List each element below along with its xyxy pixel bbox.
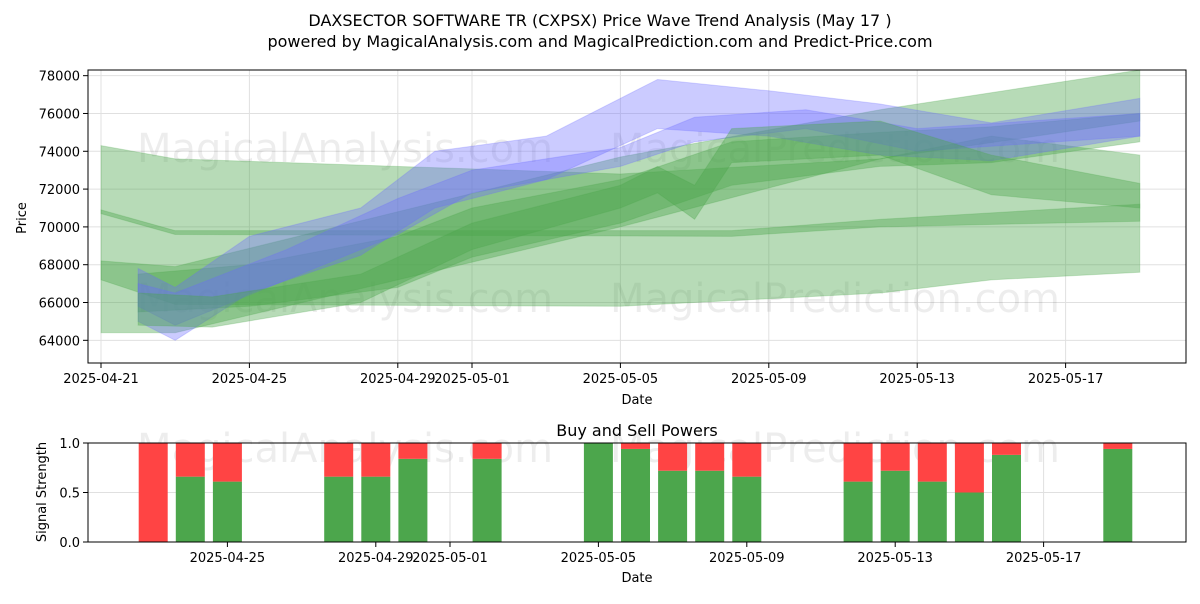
chart-title-line1: DAXSECTOR SOFTWARE TR (CXPSX) Price Wave… — [308, 11, 891, 30]
sell-power-bar — [732, 443, 762, 477]
price-y-ticks: 64000 66000 68000 70000 72000 74000 76000 78000 — [39, 70, 88, 349]
buy-power-bar — [917, 481, 947, 542]
sell-power-bar — [175, 443, 205, 477]
price-wave-band-4 — [137, 112, 1141, 313]
watermark-prediction-top: MagicalPrediction.com — [610, 126, 1060, 172]
price-y-tick-label: 66000 — [39, 297, 80, 312]
buy-power-bar — [583, 443, 613, 542]
buy-power-bar — [992, 454, 1021, 542]
power-x-tick-label: 2025-05-05 — [561, 551, 637, 566]
sell-power-bar — [992, 443, 1021, 455]
price-y-tick-label: 72000 — [39, 183, 80, 198]
sell-power-bar — [880, 443, 910, 471]
power-y-tick-label: 0.5 — [59, 487, 80, 502]
buy-power-bar — [880, 470, 910, 542]
buy-power-bar — [621, 448, 650, 542]
buy-power-bar — [398, 458, 428, 542]
price-x-tick-label: 2025-04-29 — [360, 372, 436, 387]
buy-power-bar — [658, 470, 688, 542]
price-x-tick-label: 2025-04-21 — [63, 372, 139, 387]
power-bars — [138, 443, 1133, 542]
power-x-tick-label: 2025-05-17 — [1006, 551, 1082, 566]
sell-power-bar — [398, 443, 428, 459]
price-y-tick-label: 74000 — [39, 145, 80, 160]
price-wave-band-6 — [137, 109, 1141, 326]
price-y-tick-label: 78000 — [39, 70, 80, 85]
price-x-ticks: 2025-04-21 2025-04-25 2025-04-292025-05-01… — [63, 363, 1103, 387]
price-bands — [100, 69, 1141, 341]
buy-power-bar — [324, 476, 354, 542]
price-y-tick-label: 70000 — [39, 221, 80, 236]
sell-power-bar — [472, 443, 502, 459]
buy-power-bar — [361, 476, 391, 542]
buy-power-bar — [954, 492, 984, 542]
sell-power-bar — [1103, 443, 1133, 449]
price-wave-band-5 — [137, 78, 1141, 341]
price-y-tick-label: 76000 — [39, 107, 80, 122]
power-x-tick-label: 2025-04-29 — [338, 551, 414, 566]
sell-power-bar — [138, 443, 168, 542]
sell-power-bar — [843, 443, 873, 482]
power-y-tick-label: 0.0 — [59, 536, 80, 551]
power-y-tick-label: 1.0 — [59, 437, 80, 452]
price-x-axis-label: Date — [621, 393, 652, 408]
sell-power-bar — [621, 443, 650, 449]
buy-power-bar — [732, 476, 762, 542]
sell-power-bar — [212, 443, 242, 482]
price-wave-band-2 — [100, 203, 1141, 237]
price-y-tick-label: 64000 — [39, 334, 80, 349]
sell-power-bar — [695, 443, 725, 471]
buy-power-bar — [212, 481, 242, 542]
sell-power-bar — [361, 443, 391, 477]
sell-power-bar — [954, 443, 984, 493]
price-watermarks: MagicalAnalysis.com MagicalPrediction.co… — [137, 126, 1060, 322]
price-x-tick-label: 2025-05-05 — [583, 372, 659, 387]
power-y-axis-label: Signal Strength — [35, 442, 50, 542]
buy-power-bar — [843, 481, 873, 542]
watermark-analysis-mid: MagicalAnalysis.com — [137, 276, 553, 322]
price-grid — [88, 70, 1186, 363]
price-y-tick-label: 68000 — [39, 259, 80, 274]
price-x-tick-label: 2025-05-17 — [1028, 372, 1104, 387]
power-y-ticks: 0.0 0.5 1.0 — [59, 437, 88, 551]
power-x-tick-label: 2025-05-09 — [709, 551, 785, 566]
price-wave-band-7 — [137, 120, 1141, 328]
sell-power-bar — [917, 443, 947, 482]
chart-title-line2: powered by MagicalAnalysis.com and Magic… — [267, 32, 932, 51]
buy-power-bar — [1103, 448, 1133, 542]
price-x-tick-label: 2025-05-01 — [434, 372, 510, 387]
power-x-axis-label: Date — [621, 571, 652, 586]
price-y-axis-label: Price — [15, 202, 30, 234]
price-wave-band-3 — [100, 69, 1141, 334]
sell-power-bar — [324, 443, 354, 477]
price-x-tick-label: 2025-04-25 — [212, 372, 288, 387]
watermark-analysis-top: MagicalAnalysis.com — [137, 126, 553, 172]
buy-power-bar — [695, 470, 725, 542]
power-x-tick-label: 2025-05-13 — [857, 551, 933, 566]
buy-power-bar — [472, 458, 502, 542]
buy-power-bar — [175, 476, 205, 542]
price-x-tick-label: 2025-05-13 — [879, 372, 955, 387]
price-wave-band-1 — [100, 135, 1141, 307]
sell-power-bar — [658, 443, 688, 471]
power-chart-title: Buy and Sell Powers — [556, 421, 718, 440]
power-x-tick-label: 2025-04-25 — [190, 551, 266, 566]
power-x-tick-label: 2025-05-01 — [412, 551, 488, 566]
price-x-tick-label: 2025-05-09 — [731, 372, 807, 387]
watermark-prediction-mid: MagicalPrediction.com — [610, 276, 1060, 322]
price-plot-frame — [87, 69, 1187, 364]
